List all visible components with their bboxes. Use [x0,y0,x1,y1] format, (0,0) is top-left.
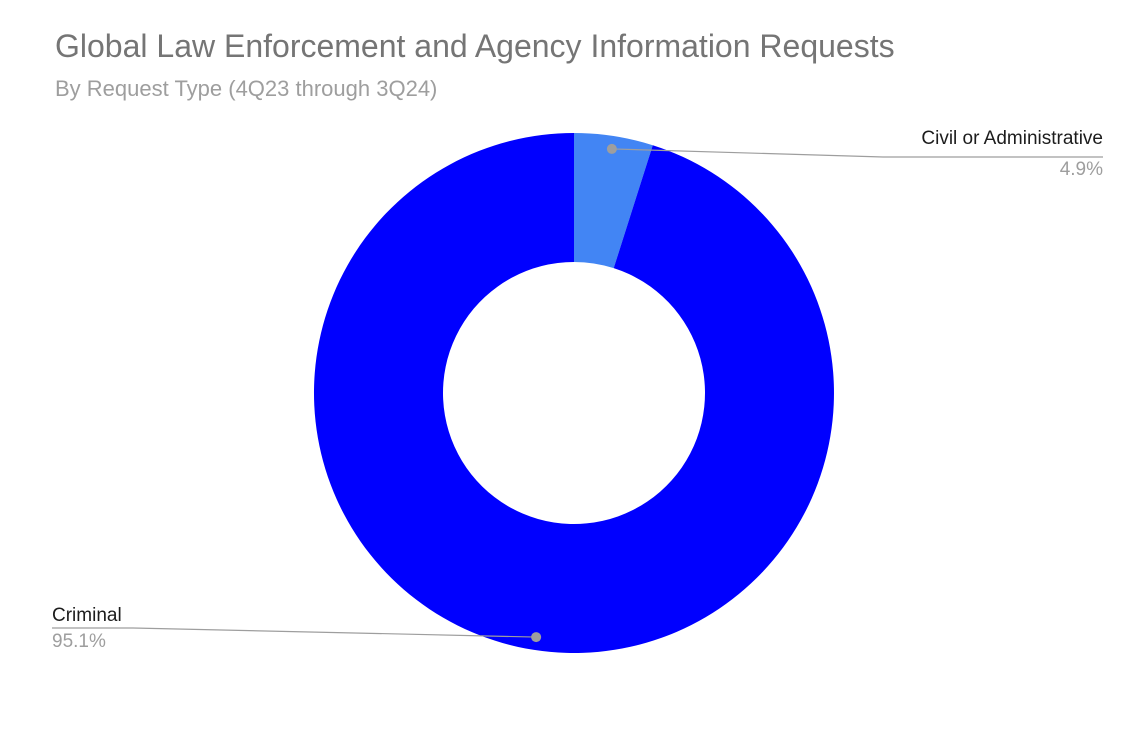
chart-subtitle: By Request Type (4Q23 through 3Q24) [55,76,438,101]
callout-line-criminal [52,627,537,638]
callout-dot-civil-or-administrative [606,143,617,154]
callout-dot-criminal [531,632,542,643]
callouts-group [52,143,1103,643]
slice-civil-or-administrative[interactable] [574,133,653,269]
slice-label-civil-or-administrative: Civil or Administrative [921,128,1103,149]
slice-pct-civil-or-administrative: 4.9% [1059,159,1103,180]
slices-group [313,133,834,653]
chart-title: Global Law Enforcement and Agency Inform… [55,28,895,64]
callout-line-civil-or-administrative [611,148,1103,158]
slice-pct-criminal: 95.1% [52,631,106,652]
slice-label-criminal: Criminal [52,605,122,626]
slice-criminal[interactable] [313,133,834,653]
